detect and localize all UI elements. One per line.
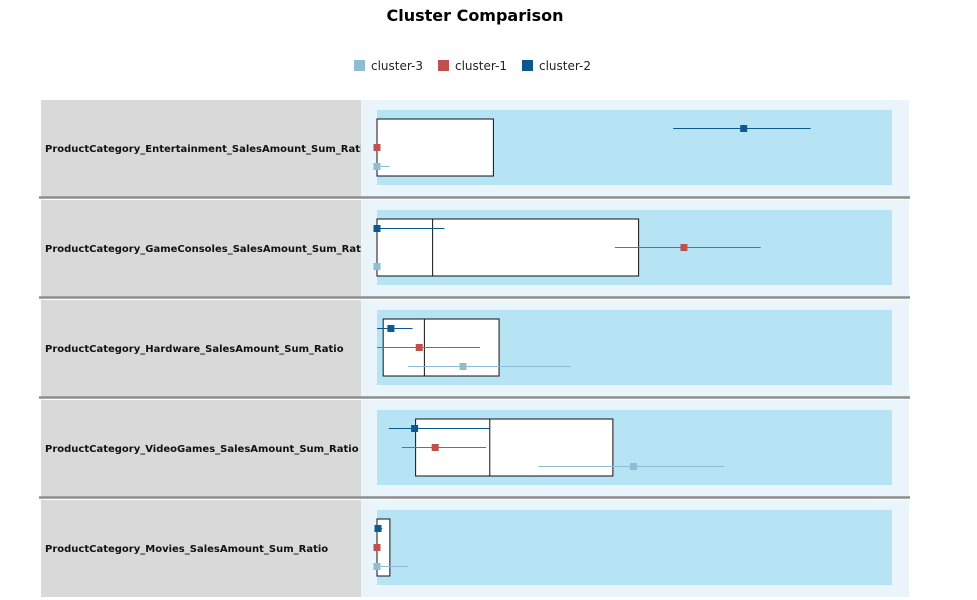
legend-item-cluster-3: cluster-3 <box>354 59 423 73</box>
row-label: ProductCategory_Movies_SalesAmount_Sum_R… <box>45 544 328 555</box>
cluster-2-mean-marker <box>387 325 395 332</box>
legend-swatch-cluster-2 <box>522 60 533 71</box>
box-range <box>376 118 494 177</box>
legend-label-cluster-3: cluster-3 <box>371 59 423 73</box>
row-label: ProductCategory_VideoGames_SalesAmount_S… <box>45 444 359 455</box>
cluster-1-mean-marker <box>431 444 439 451</box>
legend-swatch-cluster-1 <box>438 60 449 71</box>
cluster-3-mean-marker <box>373 563 381 570</box>
row-3: ProductCategory_Hardware_SalesAmount_Sum… <box>39 300 910 399</box>
cluster-2-mean-marker <box>740 125 748 132</box>
row-label: ProductCategory_Entertainment_SalesAmoun… <box>45 144 370 155</box>
cluster-1-mean-marker <box>415 344 423 351</box>
row-4: ProductCategory_VideoGames_SalesAmount_S… <box>39 400 910 499</box>
row-label-background <box>41 500 361 597</box>
row-label-background <box>41 100 361 197</box>
legend-label-cluster-1: cluster-1 <box>455 59 507 73</box>
legend-label-cluster-2: cluster-2 <box>539 59 591 73</box>
row-2: ProductCategory_GameConsoles_SalesAmount… <box>39 200 910 299</box>
cluster-2-mean-marker <box>411 425 419 432</box>
cluster-3-mean-marker <box>373 163 381 170</box>
legend-swatch-cluster-3 <box>354 60 365 71</box>
legend-item-cluster-1: cluster-1 <box>438 59 507 73</box>
row-1: ProductCategory_Entertainment_SalesAmoun… <box>39 100 910 199</box>
cluster-3-mean-marker <box>459 363 467 370</box>
chart-title: Cluster Comparison <box>386 6 563 25</box>
row-label-background <box>41 200 361 297</box>
cluster-2-mean-marker <box>374 525 382 532</box>
row-label: ProductCategory_GameConsoles_SalesAmount… <box>45 244 371 255</box>
row-label-background <box>41 400 361 497</box>
legend: cluster-3 cluster-1 cluster-2 <box>354 59 591 73</box>
cluster-1-mean-marker <box>373 544 381 551</box>
legend-item-cluster-2: cluster-2 <box>522 59 591 73</box>
row-5: ProductCategory_Movies_SalesAmount_Sum_R… <box>41 500 909 597</box>
comparison-rows: ProductCategory_Entertainment_SalesAmoun… <box>39 100 910 597</box>
cluster-1-mean-marker <box>680 244 688 251</box>
row-label-background <box>41 300 361 397</box>
cluster-1-mean-marker <box>373 144 381 151</box>
cluster-3-mean-marker <box>629 463 637 470</box>
row-label: ProductCategory_Hardware_SalesAmount_Sum… <box>45 344 344 355</box>
plot-band <box>377 510 892 585</box>
cluster-2-mean-marker <box>373 225 381 232</box>
box-range <box>376 218 640 277</box>
cluster-3-mean-marker <box>373 263 381 270</box>
